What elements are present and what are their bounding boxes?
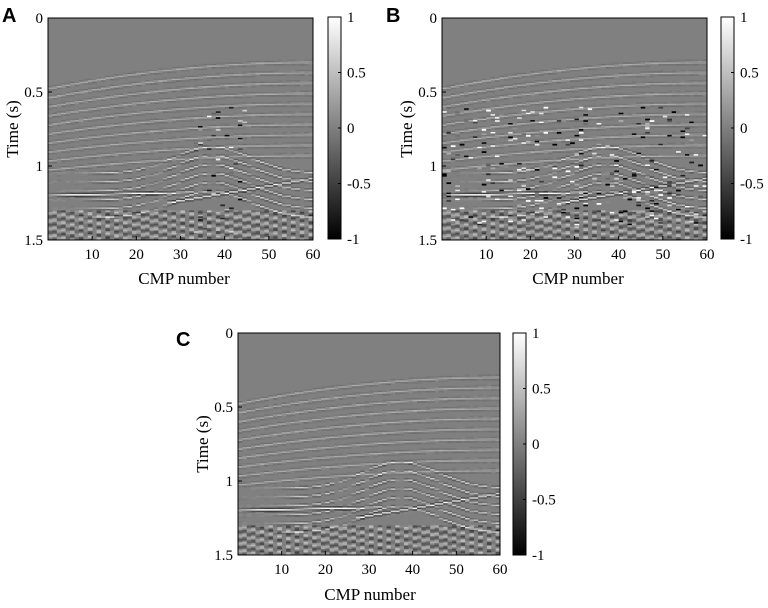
y-axis-label-b: Time (s) — [397, 100, 416, 157]
colorbar-tick-label-a: 0.5 — [347, 66, 366, 82]
y-tick-label-b: 0 — [430, 11, 438, 27]
colorbar-tick-label-c: -1 — [532, 548, 545, 564]
colorbar-tick-label-c: 1 — [532, 326, 540, 342]
colorbar-tick-label-a: 1 — [347, 10, 355, 26]
colorbar-tick-label-c: 0.5 — [532, 382, 551, 398]
colorbar-tick-label-c: 0 — [532, 437, 540, 453]
x-tick-label-a: 30 — [173, 247, 188, 263]
panel-c: C 00.511.5 10 20 30 40 50 60 CMP number Time … — [176, 326, 556, 604]
panel-letter-b: B — [386, 5, 400, 27]
colorbar-tick-label-a: -1 — [347, 232, 360, 248]
x-axis-label-c: CMP number — [324, 585, 416, 604]
x-tick-label-c: 10 — [274, 562, 289, 578]
colorbar-tick-label-b: 0.5 — [740, 66, 759, 82]
y-tick-label-c: 1.5 — [214, 548, 233, 564]
x-axis-label-b: CMP number — [532, 269, 624, 288]
colorbar-tick-label-b: -0.5 — [740, 177, 764, 193]
y-tick-label-c: 0.5 — [214, 400, 233, 416]
x-tick-label-a: 50 — [261, 247, 276, 263]
y-axis-label-c: Time (s) — [193, 415, 212, 472]
x-tick-label-c: 50 — [449, 562, 464, 578]
x-tick-label-a: 40 — [217, 247, 232, 263]
colorbar-tick-label-b: 1 — [740, 10, 748, 26]
x-tick-label-c: 30 — [362, 562, 377, 578]
x-tick-label-b: 20 — [523, 247, 538, 263]
x-tick-label-c: 40 — [405, 562, 420, 578]
y-tick-label-b: 0.5 — [418, 85, 437, 101]
x-tick-label-a: 60 — [306, 247, 321, 263]
x-tick-label-c: 60 — [493, 562, 508, 578]
y-tick-label-b: 1.5 — [418, 233, 437, 249]
panel-b: B 00.511.5 10 20 30 40 50 60 CMP number Time … — [386, 5, 764, 288]
y-tick-label-a: 1.5 — [24, 233, 43, 249]
panel-letter-c: C — [176, 329, 190, 351]
x-tick-label-b: 50 — [655, 247, 670, 263]
x-axis-label-a: CMP number — [138, 269, 230, 288]
y-tick-label-c: 1 — [226, 474, 234, 490]
seismic-image-a — [48, 18, 313, 240]
x-tick-label-a: 10 — [85, 247, 100, 263]
colorbar-tick-label-b: -1 — [740, 232, 753, 248]
y-tick-label-b: 1 — [430, 159, 438, 175]
y-tick-label-a: 0.5 — [24, 85, 43, 101]
x-tick-label-a: 20 — [129, 247, 144, 263]
seismic-image-b — [442, 18, 707, 240]
x-tick-label-b: 30 — [567, 247, 582, 263]
x-tick-label-b: 40 — [611, 247, 626, 263]
y-axis-label-a: Time (s) — [3, 100, 22, 157]
x-tick-label-c: 20 — [318, 562, 333, 578]
colorbar-tick-label-b: 0 — [740, 121, 748, 137]
colorbar-a: 1 0.5 0 -0.5 -1 — [327, 10, 371, 248]
colorbar-tick-label-a: 0 — [347, 121, 355, 137]
colorbar-b: 1 0.5 0 -0.5 -1 — [720, 10, 764, 248]
x-tick-label-b: 60 — [700, 247, 715, 263]
y-tick-label-c: 0 — [226, 326, 234, 342]
colorbar-c: 1 0.5 0 -0.5 -1 — [512, 326, 556, 564]
panel-letter-a: A — [2, 5, 16, 27]
y-tick-label-a: 0 — [36, 11, 44, 27]
colorbar-tick-label-c: -0.5 — [532, 493, 556, 509]
colorbar-tick-label-a: -0.5 — [347, 177, 371, 193]
y-tick-label-a: 1 — [36, 159, 44, 175]
seismic-image-c — [238, 333, 500, 555]
panel-a: A 00.511.5 10 20 30 40 50 60 CMP number Time … — [2, 5, 371, 288]
x-tick-label-b: 10 — [479, 247, 494, 263]
